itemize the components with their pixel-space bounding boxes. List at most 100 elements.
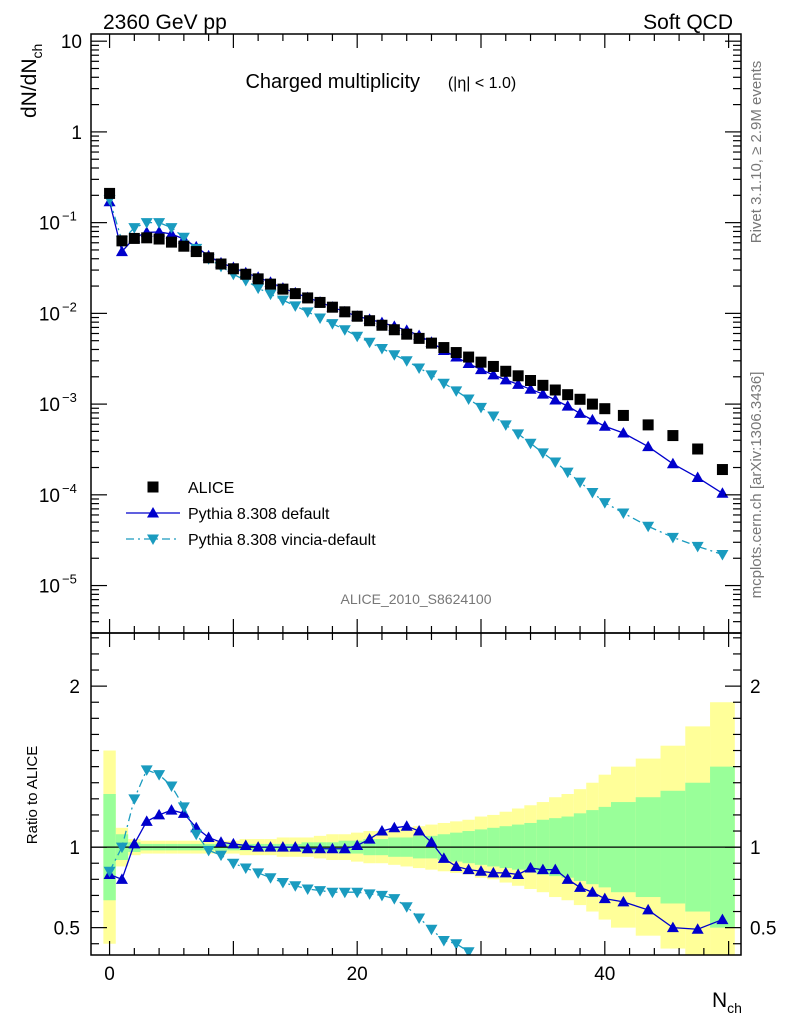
- data-point-square: [277, 283, 289, 295]
- data-point-square: [265, 278, 277, 290]
- data-point-square: [537, 379, 549, 391]
- data-point-triangle-down: [574, 477, 587, 489]
- ratio-tick-label-right: 2: [750, 677, 761, 698]
- data-point-square: [227, 263, 239, 275]
- data-point-square: [104, 187, 116, 199]
- y-axis-label-sub: ch: [29, 44, 45, 59]
- data-point-triangle-up: [289, 841, 302, 852]
- data-point-triangle-up: [549, 863, 562, 875]
- legend-entry-label: Pythia 8.308 default: [188, 506, 330, 523]
- y-tick-label: 10: [39, 304, 60, 325]
- data-point-triangle-up: [598, 892, 611, 904]
- data-point-triangle-down: [289, 301, 302, 312]
- data-point-square: [642, 419, 654, 431]
- data-point-triangle-up: [351, 839, 364, 851]
- data-point-triangle-down: [177, 232, 190, 244]
- data-point-triangle-down: [375, 890, 388, 902]
- y-tick-label: 10: [39, 577, 60, 598]
- data-point-square: [401, 328, 413, 340]
- data-point-triangle-down: [177, 802, 190, 813]
- data-point-square: [562, 389, 574, 401]
- data-point-triangle-down: [289, 881, 302, 892]
- data-point-triangle-up: [512, 378, 525, 389]
- y-tick-label: 10: [39, 214, 60, 235]
- data-point-square: [203, 252, 215, 264]
- data-point-triangle-down: [252, 283, 265, 295]
- data-point-triangle-up: [264, 841, 277, 852]
- data-point-triangle-down: [227, 858, 240, 870]
- data-point-square: [512, 370, 524, 382]
- data-point-triangle-down: [437, 936, 450, 947]
- data-point-triangle-down: [326, 887, 339, 899]
- data-point-triangle-up: [400, 820, 413, 831]
- data-point-square: [425, 337, 437, 349]
- data-point-triangle-up: [716, 913, 729, 925]
- ratio-panel-series: [103, 765, 729, 955]
- data-point-triangle-down: [239, 863, 252, 875]
- y-axis-label: dN/dNch: [18, 44, 45, 118]
- data-point-triangle-up: [462, 863, 475, 875]
- data-point-triangle-up: [524, 862, 537, 873]
- data-point-square: [141, 232, 153, 244]
- x-axis-label-sub: ch: [727, 1000, 742, 1016]
- data-point-triangle-up: [512, 868, 525, 879]
- data-point-triangle-down: [475, 402, 487, 414]
- data-point-square: [388, 324, 400, 336]
- data-point-triangle-up: [475, 363, 487, 375]
- data-point-triangle-up: [561, 400, 574, 411]
- data-point-triangle-up: [165, 804, 178, 815]
- data-point-triangle-down: [499, 420, 512, 431]
- data-point-triangle-down: [691, 541, 704, 553]
- ratio-panel-frame: [90, 632, 742, 956]
- data-point-triangle-up: [363, 833, 376, 844]
- data-point-triangle-down: [716, 549, 729, 561]
- data-point-triangle-down: [215, 850, 227, 862]
- data-point-triangle-up: [425, 836, 438, 847]
- data-point-triangle-down: [128, 794, 141, 805]
- series-line-ratio: [109, 809, 723, 930]
- data-point-triangle-down: [363, 337, 376, 349]
- data-point-triangle-up: [338, 842, 351, 854]
- data-point-triangle-down: [103, 866, 116, 878]
- data-point-triangle-up: [190, 821, 203, 833]
- data-point-triangle-down: [301, 307, 314, 318]
- header-energy-label: 2360 GeV pp: [103, 11, 227, 34]
- data-point-triangle-up: [574, 407, 587, 418]
- y-tick-label: 10: [61, 32, 82, 53]
- plot-title: Charged multiplicity: [245, 71, 420, 93]
- data-point-square: [525, 375, 537, 387]
- rivet-version-label: Rivet 3.1.10, ≥ 2.9M events: [748, 61, 765, 244]
- data-point-triangle-up: [388, 821, 401, 833]
- data-point-triangle-down: [437, 378, 450, 390]
- data-point-triangle-up: [128, 837, 141, 849]
- data-point-triangle-down: [549, 457, 562, 469]
- data-point-square: [178, 240, 190, 252]
- data-point-triangle-up: [499, 373, 512, 385]
- data-point-triangle-up: [561, 873, 574, 884]
- y-tick-label: 1: [71, 123, 82, 144]
- data-point-triangle-down: [561, 467, 574, 479]
- x-axis-label-main: N: [712, 989, 727, 1012]
- data-point-triangle-up: [586, 886, 599, 897]
- ratio-tick-label-right: 0.5: [750, 919, 776, 940]
- data-point-square: [463, 351, 475, 363]
- ratio-tick-label: 2: [69, 677, 80, 698]
- data-point-square: [692, 443, 704, 455]
- data-point-triangle-down: [202, 845, 215, 857]
- data-point-triangle-down: [425, 924, 438, 936]
- data-point-triangle-up: [314, 842, 327, 854]
- data-point-triangle-down: [351, 887, 364, 899]
- legend-entry-label: Pythia 8.308 vincia-default: [188, 532, 376, 549]
- data-point-triangle-up: [691, 471, 704, 483]
- data-point-triangle-down: [147, 534, 159, 545]
- data-point-square: [147, 481, 159, 493]
- data-point-triangle-up: [617, 427, 630, 438]
- data-point-square: [165, 236, 177, 248]
- data-point-triangle-down: [375, 344, 388, 355]
- data-point-triangle-down: [400, 356, 413, 367]
- data-point-triangle-down: [314, 886, 327, 897]
- data-point-triangle-down: [462, 947, 475, 955]
- data-point-triangle-up: [586, 413, 599, 425]
